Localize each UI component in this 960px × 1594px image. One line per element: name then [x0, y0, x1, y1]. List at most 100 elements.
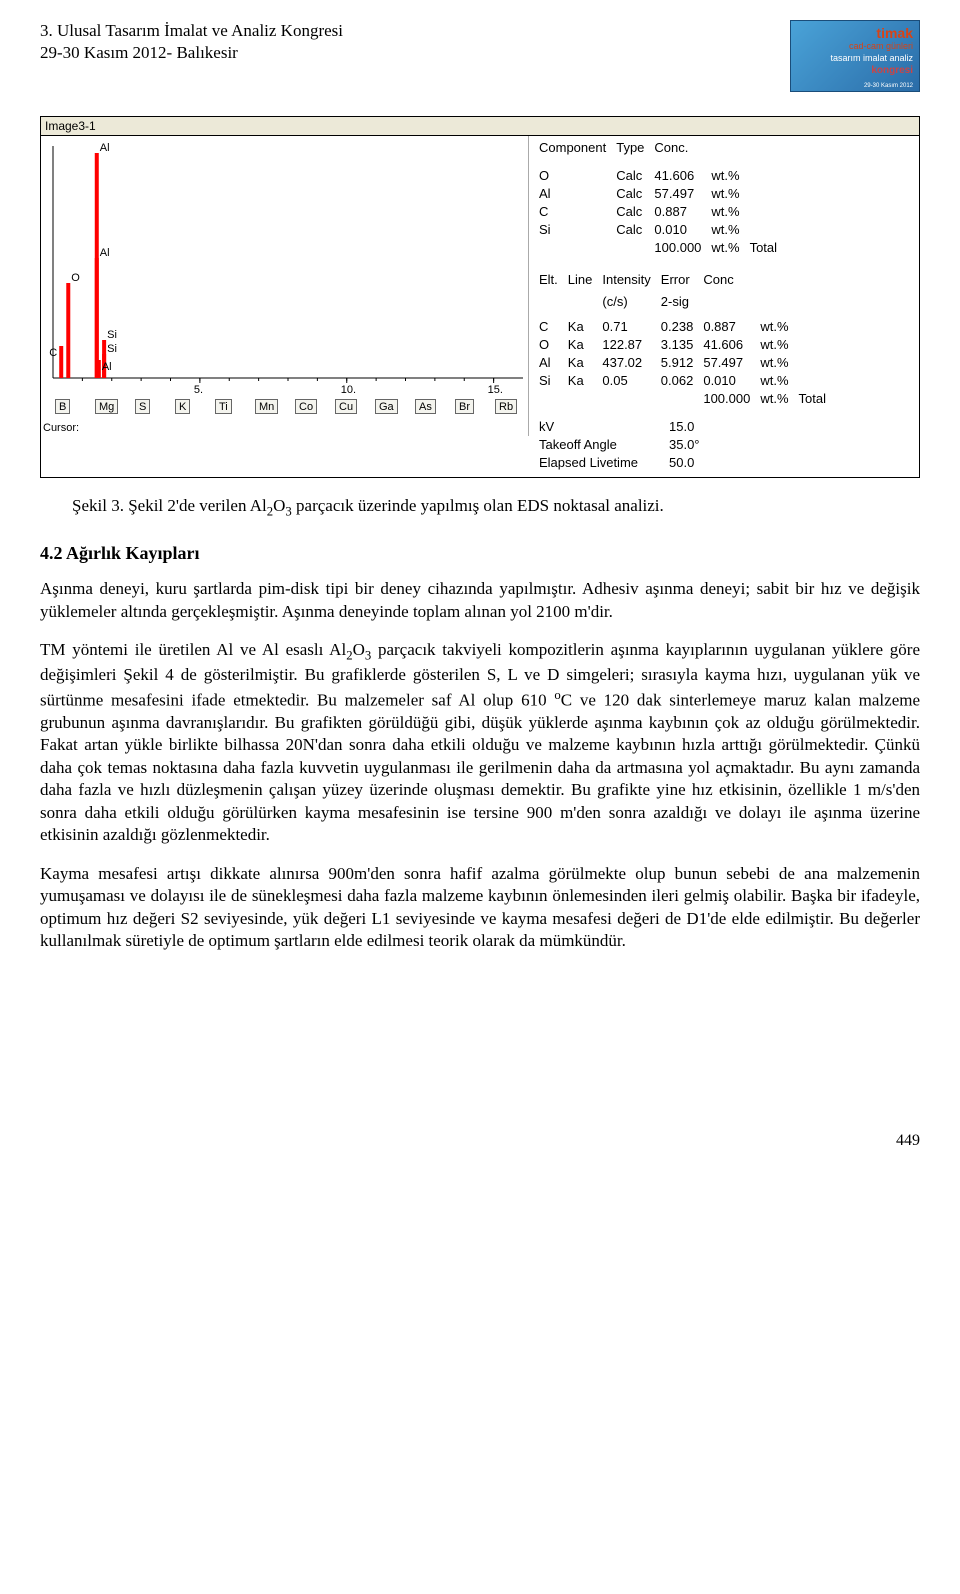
line-cell-error: 0.238 [661, 319, 704, 337]
line-cell-line: Ka [568, 337, 603, 355]
svg-text:Si: Si [107, 343, 117, 355]
comp-row: AlCalc57.497wt.% [539, 186, 787, 204]
eds-data-panel: Component Type Conc. OCalc41.606wt.%AlCa… [529, 136, 919, 477]
comp-total-label: Total [750, 240, 787, 258]
line-row: AlKa437.025.91257.497wt.% [539, 355, 836, 373]
comp-cell-conc: 0.887 [654, 204, 711, 222]
param-livetime-row: Elapsed Livetime 50.0 [539, 455, 710, 473]
line-cell-conc: 0.010 [703, 373, 760, 391]
element-box-rb[interactable]: Rb [495, 399, 517, 414]
param-kv-row: kV 15.0 [539, 419, 710, 437]
comp-h-conc: Conc. [654, 140, 711, 158]
line-cell-unit: wt.% [760, 373, 798, 391]
page-number: 449 [40, 1132, 920, 1150]
comp-cell-unit: wt.% [711, 186, 749, 204]
eds-figure-window: Image3-1 5.10.15.AlAlOSiSiCAl BMgSKTiMnC… [40, 116, 920, 478]
logo-sub3: kongresi [871, 65, 913, 76]
line-cell-intensity: 0.05 [602, 373, 660, 391]
conference-logo: timak cad-cam günleri tasarım imalat ana… [790, 20, 920, 92]
comp-total-unit: wt.% [711, 240, 749, 258]
comp-row: OCalc41.606wt.% [539, 168, 787, 186]
param-kv-label: kV [539, 419, 669, 437]
comp-cell-conc: 0.010 [654, 222, 711, 240]
line-cell-line: Ka [568, 355, 603, 373]
element-box-b[interactable]: B [55, 399, 70, 414]
element-box-k[interactable]: K [175, 399, 190, 414]
line-h-elt: Elt. [539, 272, 568, 290]
line-cell-elt: Si [539, 373, 568, 391]
line-cell-line: Ka [568, 319, 603, 337]
line-cell-unit: wt.% [760, 355, 798, 373]
comp-h-component: Component [539, 140, 616, 158]
composition-table: Component Type Conc. OCalc41.606wt.%AlCa… [539, 140, 787, 258]
line-cell-conc: 41.606 [703, 337, 760, 355]
svg-text:10.: 10. [341, 384, 356, 396]
eds-window-title: Image3-1 [41, 117, 919, 136]
line-cell-elt: O [539, 337, 568, 355]
param-angle-value: 35.0° [669, 437, 710, 455]
element-box-br[interactable]: Br [455, 399, 474, 414]
svg-text:Si: Si [107, 329, 117, 341]
line-cell-elt: Al [539, 355, 568, 373]
element-box-co[interactable]: Co [295, 399, 317, 414]
line-cell-unit: wt.% [760, 319, 798, 337]
comp-cell-component: C [539, 204, 616, 222]
comp-row: SiCalc0.010wt.% [539, 222, 787, 240]
element-box-ga[interactable]: Ga [375, 399, 398, 414]
element-box-cu[interactable]: Cu [335, 399, 357, 414]
eds-body: 5.10.15.AlAlOSiSiCAl BMgSKTiMnCoCuGaAsBr… [41, 136, 919, 477]
header-line2: 29-30 Kasım 2012- Balıkesir [40, 42, 343, 64]
header-line1: 3. Ulusal Tasarım İmalat ve Analiz Kongr… [40, 20, 343, 42]
params-table: kV 15.0 Takeoff Angle 35.0° Elapsed Live… [539, 419, 710, 473]
comp-cell-unit: wt.% [711, 222, 749, 240]
paragraph-3: Kayma mesafesi artışı dikkate alınırsa 9… [40, 863, 920, 953]
line-cell-error: 3.135 [661, 337, 704, 355]
line-subheader-row: (c/s) 2-sig [539, 290, 836, 309]
element-box-mg[interactable]: Mg [95, 399, 118, 414]
comp-cell-component: O [539, 168, 616, 186]
element-box-mn[interactable]: Mn [255, 399, 278, 414]
element-box-s[interactable]: S [135, 399, 150, 414]
spectrum-svg: 5.10.15.AlAlOSiSiCAl [41, 136, 529, 396]
param-angle-label: Takeoff Angle [539, 437, 669, 455]
page-root: 3. Ulusal Tasarım İmalat ve Analiz Kongr… [0, 0, 960, 1190]
logo-title: timak [876, 25, 913, 41]
line-total-row: 100.000 wt.% Total [539, 391, 836, 409]
comp-cell-type: Calc [616, 204, 654, 222]
svg-text:O: O [71, 272, 80, 284]
line-total-unit: wt.% [760, 391, 798, 409]
eds-spectrum: 5.10.15.AlAlOSiSiCAl BMgSKTiMnCoCuGaAsBr… [41, 136, 529, 436]
page-header: 3. Ulusal Tasarım İmalat ve Analiz Kongr… [40, 20, 920, 92]
comp-header-row: Component Type Conc. [539, 140, 787, 158]
line-h-conc: Conc [703, 272, 760, 290]
paragraph-1: Aşınma deneyi, kuru şartlarda pim-disk t… [40, 578, 920, 623]
comp-cell-unit: wt.% [711, 168, 749, 186]
line-row: CKa0.710.2380.887wt.% [539, 319, 836, 337]
line-row: OKa122.873.13541.606wt.% [539, 337, 836, 355]
svg-text:15.: 15. [488, 384, 503, 396]
svg-text:Al: Al [100, 247, 110, 259]
svg-text:C: C [49, 347, 57, 359]
param-livetime-label: Elapsed Livetime [539, 455, 669, 473]
caption-post: parçacık üzerinde yapılmış olan EDS nokt… [292, 496, 664, 515]
caption-pre: Şekil 3. Şekil 2'de verilen Al [72, 496, 267, 515]
comp-cell-unit: wt.% [711, 204, 749, 222]
comp-row: CCalc0.887wt.% [539, 204, 787, 222]
logo-sub1: cad-cam günleri [849, 41, 913, 51]
logo-date: 29-30 Kasım 2012 [864, 83, 913, 89]
element-box-ti[interactable]: Ti [215, 399, 232, 414]
param-angle-row: Takeoff Angle 35.0° [539, 437, 710, 455]
figure-caption: Şekil 3. Şekil 2'de verilen Al2O3 parçac… [72, 496, 920, 519]
comp-h-type: Type [616, 140, 654, 158]
comp-cell-type: Calc [616, 186, 654, 204]
caption-mid: O [273, 496, 285, 515]
line-total-label: Total [799, 391, 836, 409]
element-box-as[interactable]: As [415, 399, 436, 414]
line-h-line: Line [568, 272, 603, 290]
line-total-val: 100.000 [703, 391, 760, 409]
p2-mid: O [353, 640, 365, 659]
line-table: Elt. Line Intensity Error Conc (c/s) 2-s… [539, 272, 836, 409]
line-cell-conc: 57.497 [703, 355, 760, 373]
line-h-error: Error [661, 272, 704, 290]
header-text: 3. Ulusal Tasarım İmalat ve Analiz Kongr… [40, 20, 343, 64]
